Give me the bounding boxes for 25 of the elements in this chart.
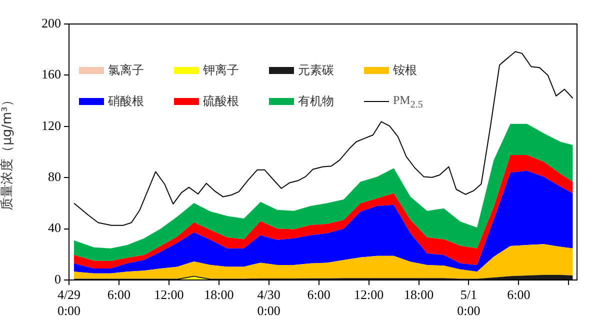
y-tick-label: 120 [42, 118, 61, 133]
x-tick-label: 12:00 [154, 287, 184, 302]
x-tick-label: 6:00 [307, 287, 330, 302]
x-tick-label: 6:00 [507, 287, 530, 302]
x-tick-label: 18:00 [404, 287, 434, 302]
legend-label: PM$_{2.5}$ [393, 93, 423, 110]
legend-label: 钾离子 [203, 62, 239, 79]
x-tick-label: 4/29 0:00 [57, 287, 81, 318]
x-tick-label: 18:00 [204, 287, 234, 302]
legend-label: 铵根 [393, 62, 417, 79]
legend-label: 氯离子 [108, 62, 144, 79]
y-tick-label: 160 [42, 66, 61, 82]
y-tick-label: 0 [54, 271, 61, 286]
y-tick-label: 40 [48, 220, 61, 236]
y-tick-label: 80 [48, 169, 61, 184]
y-tick-label: 200 [42, 15, 61, 30]
y-axis-title: 质量浓度（μg/m³） [0, 94, 16, 210]
x-tick-label: 12:00 [354, 287, 384, 302]
x-tick-label: 5/1 0:00 [457, 287, 480, 318]
x-tick-label: 6:00 [107, 287, 131, 302]
legend-label: 元素碳 [298, 62, 334, 79]
legend-label: 硝酸根 [108, 93, 144, 110]
legend-label: 有机物 [298, 93, 334, 110]
x-tick-label: 4/30 0:00 [257, 287, 280, 318]
legend-label: 硫酸根 [203, 93, 239, 110]
